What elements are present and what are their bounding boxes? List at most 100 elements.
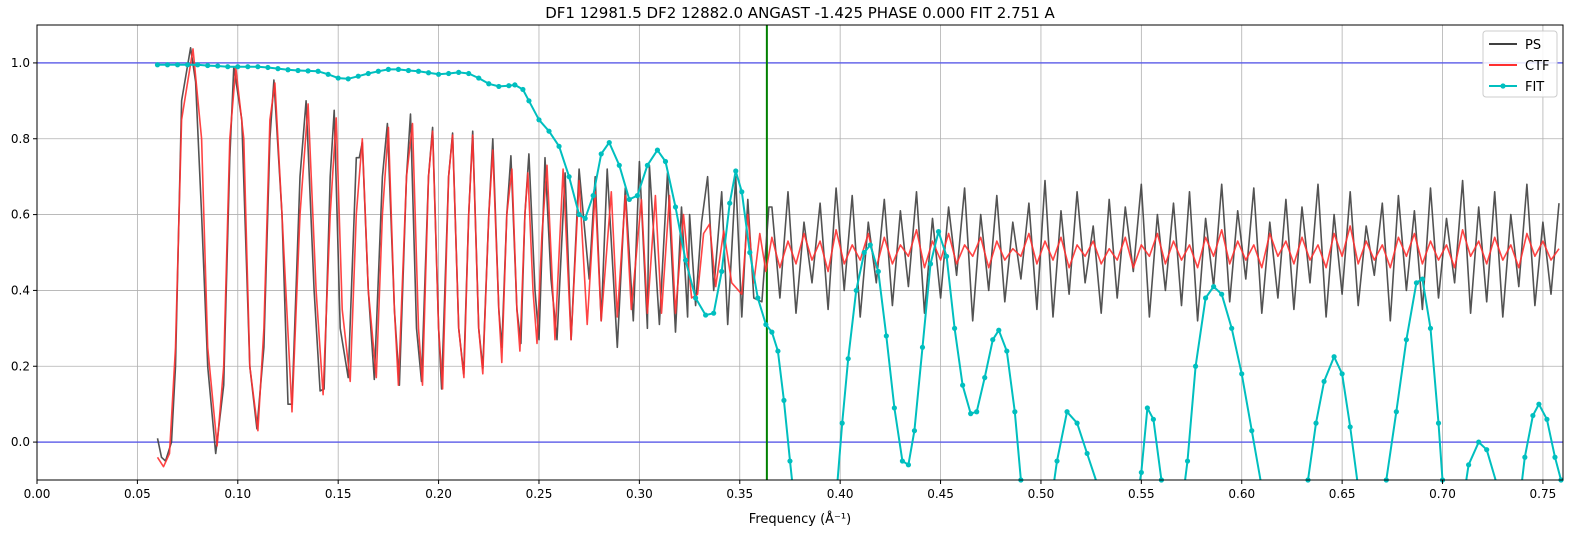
series-ps — [156, 46, 1560, 462]
fit-point — [990, 337, 996, 343]
fit-point — [1084, 450, 1090, 457]
fit-point — [1054, 458, 1060, 464]
fit-point — [566, 174, 572, 180]
legend: PS CTF FIT — [1482, 30, 1558, 98]
fit-point — [365, 70, 371, 77]
y-tick-label: 0.6 — [11, 208, 30, 222]
fit-point — [275, 66, 281, 72]
fit-point — [703, 312, 709, 318]
fit-point — [1435, 420, 1442, 426]
fit-point — [395, 66, 402, 72]
fit-point — [536, 117, 542, 123]
fit-point — [590, 193, 596, 199]
legend-marker — [1500, 83, 1506, 89]
fit-point — [425, 70, 432, 76]
fit-point — [711, 310, 717, 316]
fit-point — [927, 261, 934, 267]
fit-point — [626, 196, 632, 203]
fit-point — [385, 66, 391, 72]
series-line-fit — [1139, 407, 1163, 481]
fit-point — [968, 411, 974, 417]
x-axis-label: Frequency (Å⁻¹) — [749, 511, 851, 527]
fit-point — [1004, 348, 1010, 354]
fit-point — [1150, 416, 1156, 422]
fit-point — [245, 64, 251, 70]
fit-point — [747, 249, 753, 256]
fit-point — [285, 67, 291, 73]
fit-point — [875, 268, 881, 275]
fit-point — [435, 71, 442, 77]
fit-point — [1530, 412, 1536, 419]
fit-point — [839, 420, 845, 426]
x-tick-label: 0.40 — [827, 487, 854, 501]
fit-point — [1211, 284, 1217, 290]
y-tick-label: 0.2 — [11, 359, 30, 373]
fit-point — [654, 147, 661, 153]
fit-point — [943, 253, 950, 259]
series-line-fit — [157, 63, 793, 481]
fit-point — [787, 458, 793, 464]
x-tick-label: 0.55 — [1128, 487, 1155, 501]
fit-point — [727, 200, 733, 206]
fit-point — [1552, 454, 1558, 460]
fit-point — [556, 143, 562, 149]
fit-point — [466, 70, 472, 77]
fit-point — [512, 82, 518, 88]
fit-point — [1219, 291, 1225, 297]
y-tick-label: 0.0 — [11, 435, 30, 449]
fit-point — [375, 68, 381, 74]
x-tick-label: 0.60 — [1228, 487, 1255, 501]
fit-point — [305, 68, 311, 74]
fit-point — [719, 268, 725, 275]
fit-point — [960, 382, 966, 388]
fit-point — [174, 62, 181, 68]
x-tick-label: 0.25 — [526, 487, 553, 501]
fit-point — [1249, 428, 1255, 434]
series-line-fit — [1385, 278, 1444, 481]
fit-point — [164, 62, 171, 68]
fit-point — [546, 128, 552, 134]
fit-point — [355, 73, 361, 79]
fit-point — [853, 287, 859, 294]
fit-point — [325, 71, 331, 77]
fit-point — [1419, 276, 1426, 282]
fit-point — [1347, 424, 1353, 430]
x-tick-label: 0.10 — [224, 487, 251, 501]
fit-point — [456, 69, 462, 75]
legend-label: CTF — [1525, 59, 1550, 74]
fit-point — [1064, 409, 1070, 415]
x-tick-label: 0.70 — [1429, 487, 1456, 501]
fit-point — [476, 75, 482, 81]
fit-point — [919, 344, 926, 350]
fit-point — [775, 348, 781, 354]
fit-point — [415, 68, 422, 74]
fit-point — [335, 75, 341, 81]
plot-frame — [36, 24, 1564, 481]
fit-point — [195, 62, 201, 68]
fit-point — [315, 68, 321, 74]
fit-point — [769, 329, 775, 335]
fit-point — [1202, 295, 1209, 301]
x-tick-label: 0.00 — [24, 487, 51, 501]
fit-point — [781, 397, 787, 403]
fit-point — [891, 405, 897, 411]
x-tick-label: 0.75 — [1530, 487, 1557, 501]
fit-point — [1522, 454, 1528, 460]
fit-point — [1192, 363, 1199, 369]
fit-point — [1466, 462, 1472, 468]
fit-point — [1331, 354, 1337, 360]
fit-point — [1393, 409, 1399, 415]
series-fit — [154, 62, 1564, 483]
fit-point — [446, 70, 452, 77]
series-line-ctf — [156, 48, 1560, 468]
y-tick-label: 0.8 — [11, 132, 30, 146]
fit-point — [215, 63, 221, 69]
fit-point — [763, 321, 769, 328]
legend-box — [1482, 30, 1558, 98]
x-tick-label: 0.45 — [927, 487, 954, 501]
y-tick-label: 0.4 — [11, 283, 30, 297]
x-tick-label: 0.15 — [325, 487, 352, 501]
fit-point — [1321, 378, 1327, 385]
fit-point — [486, 81, 492, 87]
